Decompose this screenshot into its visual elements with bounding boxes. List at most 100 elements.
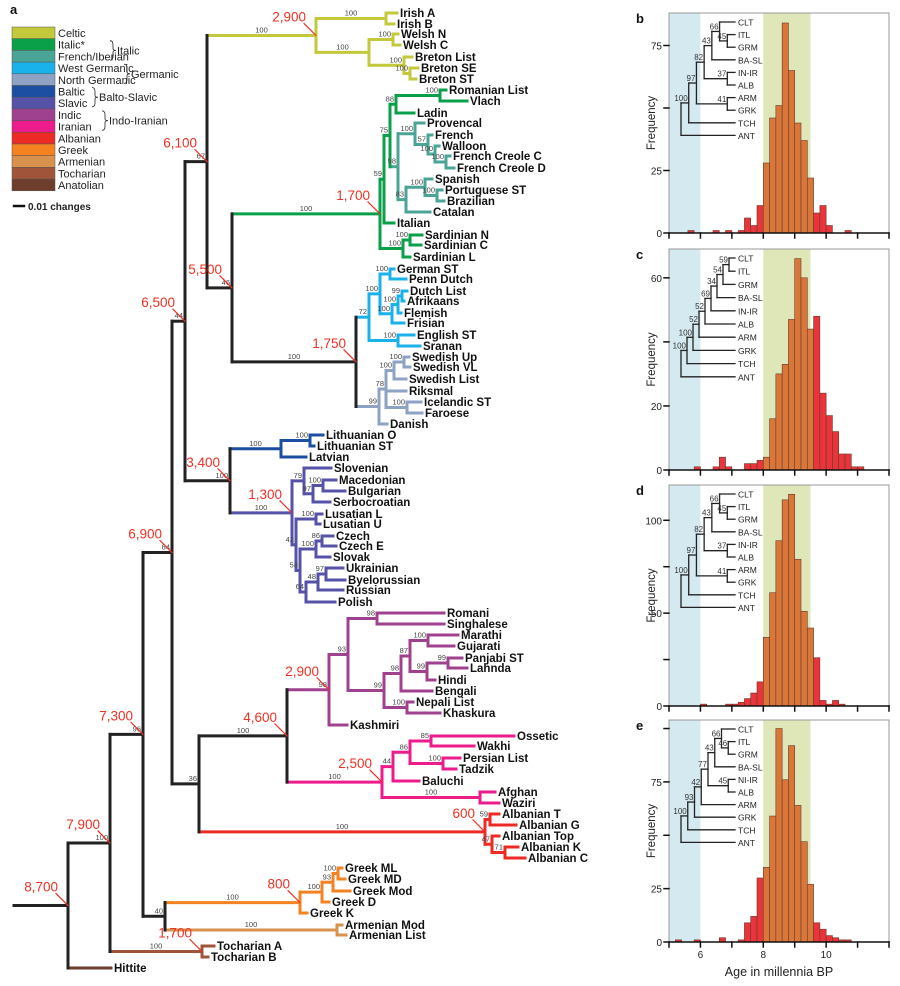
histogram-bar [775,540,783,707]
leaf-label: Lahnda [470,663,511,675]
legend-swatch-tocharian [11,167,56,180]
support-value: 100 [288,352,301,361]
histogram-panel-c: 0 20 60 c Frequency CLT ITL 59 GRM 54 BA-SL 34 IN-IR… [636,247,890,477]
support-value: 57 [418,135,426,144]
y-tick-label: 0 [656,938,662,949]
y-tick-label: 25 [651,885,663,896]
leaf-label: Breton List [415,52,476,64]
support-value: 100 [301,509,314,518]
support-value: 100 [428,754,441,763]
histogram-bar [794,558,802,707]
leaf-label: Danish [390,419,428,431]
date-pointer [343,348,357,363]
leaf-label: Serbocroatian [333,497,410,509]
date-label: 6,900 [128,527,162,542]
inset-support: 43 [705,744,714,753]
histogram-bar [819,700,827,707]
inset-support: 100 [674,94,688,103]
histogram-bar [788,493,796,707]
inset-support: 69 [701,289,710,298]
support-value: 100 [431,152,444,161]
histogram-bar [756,681,764,707]
leaf-label: Vlach [470,96,501,108]
histogram-bar [744,922,752,943]
inset-leaf-label: ANT [738,838,755,848]
leaf-label: Singhalese [447,619,508,631]
date-pointer [217,467,231,482]
y-tick-label: 75 [651,42,663,53]
legend-swatch-wg [11,61,56,75]
inset-support: 42 [691,778,700,787]
inset-leaf-label: GRM [738,515,758,525]
date-pointer [172,308,186,323]
histogram-bar [800,140,808,234]
support-value: 93 [338,645,346,654]
date-pointer [367,201,381,215]
support-value: 100 [365,284,378,293]
histogram-bar [819,928,827,943]
blue-band [669,249,701,470]
support-value: 75 [380,125,388,134]
legend-label-greek: Greek [58,145,88,157]
leaf-label: Afrikaans [407,296,459,308]
leaf-label: Latvian [309,452,349,464]
y-axis-label: Frequency [646,804,658,859]
blue-band [669,720,701,942]
support-value: 44 [383,757,391,766]
leaf-label: Polish [338,597,373,609]
support-value: 83 [396,190,404,199]
support-value: 87 [400,646,408,655]
support-value: 100 [150,942,163,951]
support-value: 100 [323,864,336,873]
histogram-bar [800,610,808,707]
histogram-bar [769,418,777,471]
histogram-bar [813,657,821,707]
brace-icon [123,63,131,84]
leaf-label: Lusatian U [323,519,382,531]
date-pointer [369,769,383,783]
histogram-bar [756,205,764,234]
leaf-label: Frisian [407,318,445,330]
support-value: 98 [388,157,396,166]
brace-label: Balto-Slavic [99,92,158,104]
support-value: 100 [395,230,408,239]
support-value: 97 [316,564,324,573]
histogram-bar [813,922,821,943]
date-pointer [55,892,69,907]
support-value: 59 [480,810,488,819]
leaf-label: Greek ML [345,863,397,875]
leaf-label: Penn Dutch [409,274,473,286]
inset-leaf-label: ANT [738,603,755,613]
support-value: 99 [438,653,446,662]
inset-leaf-label: ITL [738,267,751,277]
inset-leaf-label: ARM [738,565,757,575]
leaf-label: Wakhi [477,741,510,753]
inset-support: 45 [717,32,726,41]
legend-label-baltic: Baltic [58,87,85,99]
leaf-label: Spanish [435,174,480,186]
inset-support: 82 [694,525,703,534]
leaf-label: Dutch List [410,286,466,298]
date-label: 6,500 [141,295,175,310]
leaf-label: Romani [447,608,489,620]
support-value: 100 [389,352,402,361]
y-tick-label: 25 [651,167,663,178]
leaf-label: Marathi [461,630,502,642]
legend-label-celtic: Celtic [58,28,86,40]
histogram-bar [825,415,833,471]
histogram-bar [832,431,840,471]
histogram-bar [825,935,833,943]
histogram-bar [819,392,827,471]
histogram-bar [762,636,770,707]
support-value: 100 [226,893,239,902]
support-value: 100 [249,439,262,448]
histogram-bar [788,319,796,471]
date-label: 5,500 [188,262,222,277]
inset-leaf-label: NI-IR [738,775,758,785]
inset-leaf-label: TCH [738,590,755,600]
inset-support: 77 [698,760,707,769]
histogram-bar [781,22,789,234]
leaf-label: Sardinian C [424,240,488,252]
